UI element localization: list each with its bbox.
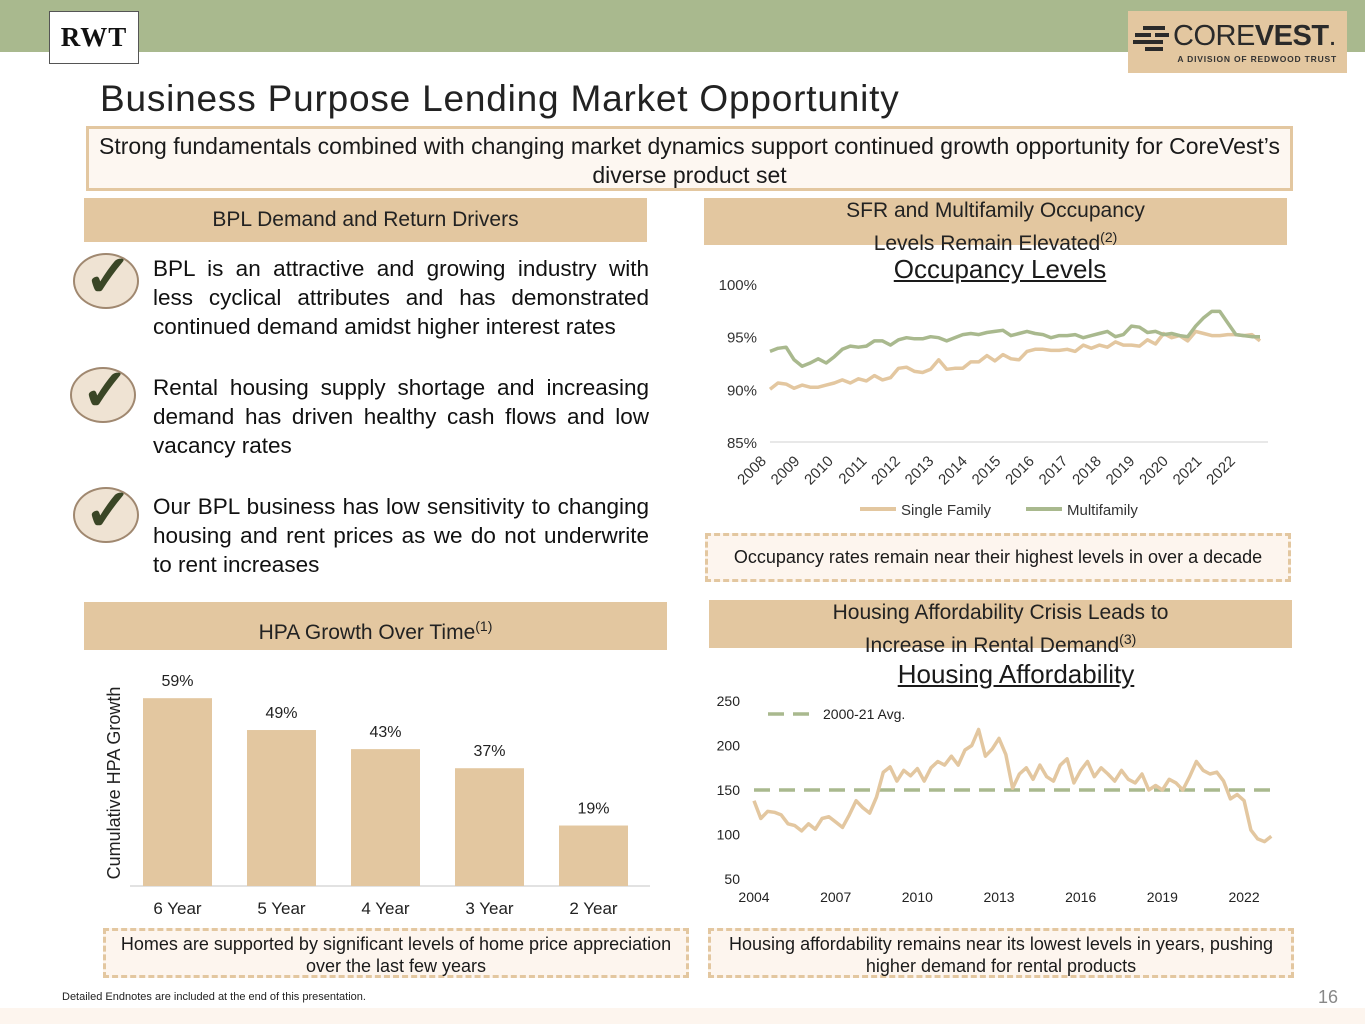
occupancy-y-tick: 90% bbox=[727, 382, 757, 399]
bullet-check-3 bbox=[73, 487, 139, 543]
occupancy-chart-title: Occupancy Levels bbox=[893, 254, 1107, 284]
hpa-header-sup: (1) bbox=[475, 618, 493, 634]
page-number: 16 bbox=[1318, 987, 1339, 1007]
affordability-note: Housing affordability remains near its l… bbox=[708, 928, 1294, 978]
affordability-x-tick: 2004 bbox=[738, 889, 769, 905]
occupancy-header-sup: (2) bbox=[1100, 229, 1118, 245]
drivers-header: BPL Demand and Return Drivers bbox=[84, 198, 647, 242]
corevest-mark-icon bbox=[1133, 26, 1169, 51]
occupancy-line-multifamily bbox=[769, 309, 1260, 368]
hpa-bar-6-year bbox=[143, 698, 212, 886]
hpa-bar-2-year bbox=[559, 825, 628, 886]
occupancy-x-tick: 2009 bbox=[768, 453, 804, 489]
occupancy-x-tick: 2013 bbox=[902, 453, 938, 489]
hpa-data-label: 43% bbox=[369, 724, 401, 741]
driver-bullet-2: Rental housing supply shortage and incre… bbox=[153, 375, 649, 458]
affordability-x-tick: 2016 bbox=[1065, 889, 1096, 905]
driver-bullet-3: Our BPL business has low sensitivity to … bbox=[153, 494, 649, 577]
checkmark-icon: ✓ bbox=[84, 476, 133, 544]
hpa-header-text: HPA Growth Over Time bbox=[258, 621, 476, 644]
occupancy-x-tick: 2019 bbox=[1103, 453, 1139, 489]
occupancy-legend-label: Multifamily bbox=[1067, 502, 1138, 519]
occupancy-x-tick: 2021 bbox=[1170, 453, 1206, 489]
affordability-y-tick: 150 bbox=[717, 782, 741, 798]
hpa-data-label: 37% bbox=[473, 743, 505, 760]
affordability-chart: 50 100 150 200 250 2004 2007 2010 2013 2016 2019 20… bbox=[717, 693, 1274, 905]
bullet-check-2 bbox=[70, 367, 136, 423]
affordability-y-tick: 250 bbox=[717, 693, 741, 709]
affordability-header-sup: (3) bbox=[1119, 631, 1137, 647]
occupancy-x-tick: 2011 bbox=[835, 453, 870, 488]
occupancy-x-tick: 2020 bbox=[1136, 453, 1172, 489]
affordability-y-tick: 100 bbox=[717, 827, 741, 843]
occupancy-x-tick: 2008 bbox=[734, 453, 770, 489]
hpa-category-label: 4 Year bbox=[361, 899, 410, 918]
affordability-header: Housing Affordability Crisis Leads to In… bbox=[709, 600, 1292, 657]
bullet-check-1 bbox=[73, 253, 139, 309]
hpa-category-label: 5 Year bbox=[257, 899, 306, 918]
hpa-note: Homes are supported by significant level… bbox=[103, 928, 689, 978]
occupancy-header-line2: Levels Remain Elevated bbox=[873, 232, 1101, 255]
hpa-category-label: 3 Year bbox=[465, 899, 514, 918]
hpa-y-axis-label: Cumulative HPA Growth bbox=[104, 687, 124, 880]
checkmark-icon: ✓ bbox=[81, 356, 130, 424]
occupancy-x-tick: 2012 bbox=[868, 453, 904, 489]
occupancy-header-line1: SFR and Multifamily Occupancy bbox=[846, 199, 1145, 222]
affordability-header-line2: Increase in Rental Demand bbox=[864, 634, 1120, 657]
occupancy-note: Occupancy rates remain near their highes… bbox=[705, 533, 1291, 582]
hpa-header: HPA Growth Over Time(1) bbox=[84, 602, 667, 650]
rwt-logo: RWT bbox=[49, 11, 139, 64]
hpa-chart: 59% 6 Year 49% 5 Year 43% 4 Year 37% 3 Year 19% 2… bbox=[104, 673, 650, 918]
corevest-tagline: A DIVISION OF REDWOOD TRUST bbox=[1177, 54, 1337, 64]
hpa-bar-3-year bbox=[455, 768, 524, 886]
corevest-logo: COREVEST. A DIVISION OF REDWOOD TRUST bbox=[1128, 11, 1347, 73]
affordability-legend-label: 2000-21 Avg. bbox=[823, 706, 905, 722]
hpa-bar-4-year bbox=[351, 749, 420, 886]
corevest-wordmark: COREVEST. bbox=[1173, 20, 1337, 52]
affordability-x-tick: 2013 bbox=[983, 889, 1014, 905]
occupancy-x-tick: 2018 bbox=[1069, 453, 1105, 489]
occupancy-line-single-family bbox=[768, 329, 1262, 391]
occupancy-y-tick: 85% bbox=[727, 435, 757, 452]
checkmark-icon: ✓ bbox=[84, 242, 133, 310]
footer-band bbox=[0, 1008, 1365, 1024]
driver-bullet-1: BPL is an attractive and growing industr… bbox=[153, 256, 649, 339]
occupancy-x-tick: 2016 bbox=[1002, 453, 1038, 489]
occupancy-header: SFR and Multifamily Occupancy Levels Rem… bbox=[704, 198, 1287, 255]
hpa-bar-5-year bbox=[247, 730, 316, 886]
affordability-x-tick: 2022 bbox=[1228, 889, 1259, 905]
affordability-x-tick: 2007 bbox=[820, 889, 851, 905]
affordability-line bbox=[752, 727, 1273, 844]
affordability-chart-title: Housing Affordability bbox=[897, 659, 1135, 689]
occupancy-x-tick: 2010 bbox=[801, 453, 837, 489]
hpa-category-label: 2 Year bbox=[569, 899, 618, 918]
occupancy-y-tick: 100% bbox=[719, 277, 757, 294]
occupancy-legend-label: Single Family bbox=[901, 502, 992, 519]
occupancy-chart: 85%90%95%100%200820092010201120122013201… bbox=[719, 277, 1268, 519]
hpa-data-label: 19% bbox=[577, 801, 609, 818]
hpa-data-label: 49% bbox=[265, 705, 297, 722]
occupancy-x-tick: 2022 bbox=[1203, 453, 1239, 489]
affordability-y-tick: 200 bbox=[717, 738, 741, 754]
occupancy-x-tick: 2017 bbox=[1036, 453, 1072, 489]
hpa-data-label: 59% bbox=[161, 673, 193, 690]
page-title: Business Purpose Lending Market Opportun… bbox=[100, 78, 900, 119]
occupancy-x-tick: 2014 bbox=[935, 453, 971, 489]
occupancy-x-tick: 2015 bbox=[969, 453, 1005, 489]
affordability-x-tick: 2019 bbox=[1147, 889, 1178, 905]
hpa-category-label: 6 Year bbox=[153, 899, 202, 918]
endnote-text: Detailed Endnotes are included at the en… bbox=[62, 991, 366, 1003]
affordability-x-tick: 2010 bbox=[902, 889, 933, 905]
affordability-header-line1: Housing Affordability Crisis Leads to bbox=[832, 601, 1169, 624]
subtitle-box: Strong fundamentals combined with changi… bbox=[86, 126, 1293, 191]
occupancy-y-tick: 95% bbox=[727, 330, 757, 347]
affordability-y-tick: 50 bbox=[724, 871, 740, 887]
